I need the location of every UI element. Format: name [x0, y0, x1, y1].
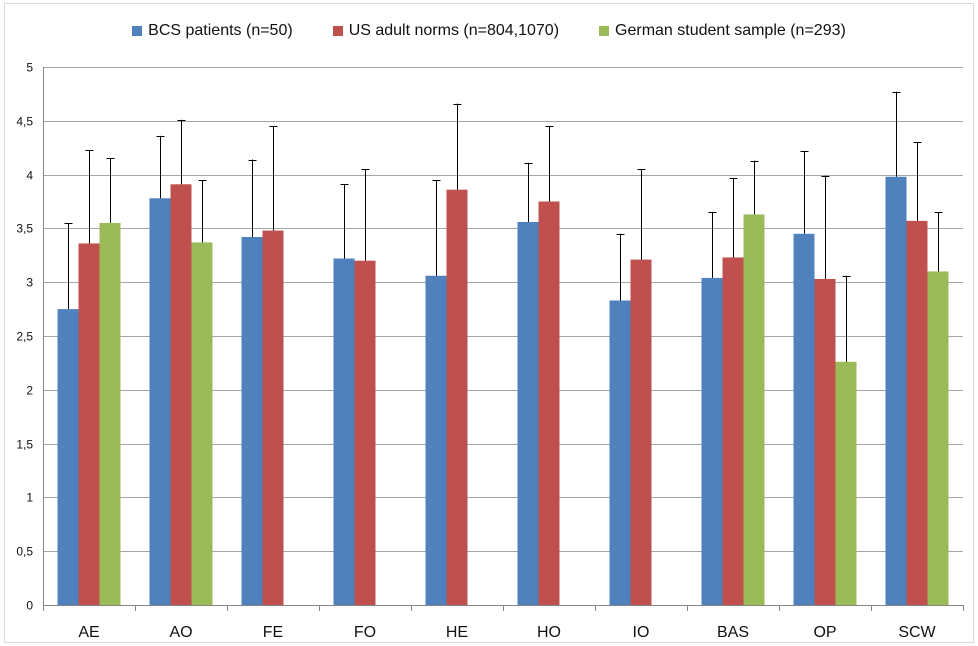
bar-ao-series-1	[170, 184, 192, 605]
legend-item-us: US adult norms (n=804,1070)	[332, 22, 560, 40]
bar-he-series-0	[425, 275, 447, 605]
y-tick-label: 0,5	[16, 545, 33, 559]
y-tick-label: 3,5	[16, 222, 33, 236]
bar-scw-series-0	[885, 176, 907, 605]
x-tick-label: SCW	[898, 624, 936, 641]
x-tick-label: HO	[537, 624, 561, 641]
legend-swatch-bcs	[132, 26, 143, 36]
x-tick-label: AE	[78, 624, 99, 641]
bar-scw-series-2	[927, 271, 949, 605]
bar-fe-series-0	[241, 237, 263, 605]
bar-bas-series-1	[722, 257, 744, 605]
bar-ae-series-0	[57, 309, 79, 605]
bar-bas-series-2	[743, 214, 765, 606]
legend-swatch-german	[599, 26, 610, 36]
chart-border	[4, 3, 974, 643]
legend: BCS patients (n=50) US adult norms (n=80…	[0, 22, 978, 40]
bar-ao-series-0	[149, 198, 171, 605]
bar-ho-series-0	[517, 221, 539, 605]
bar-io-series-0	[609, 300, 631, 605]
legend-label-us: US adult norms (n=804,1070)	[348, 22, 560, 39]
legend-label-german: German student sample (n=293)	[615, 22, 846, 39]
legend-label-bcs: BCS patients (n=50)	[148, 22, 293, 39]
legend-item-german: German student sample (n=293)	[599, 22, 846, 40]
y-tick-label: 1	[26, 491, 33, 505]
bar-op-series-2	[835, 361, 857, 605]
legend-swatch-us	[332, 26, 343, 36]
x-tick-label: IO	[633, 624, 650, 641]
bar-fo-series-1	[354, 260, 376, 605]
bar-ho-series-1	[538, 201, 560, 605]
x-tick-label: OP	[813, 624, 836, 641]
x-tick-label: AO	[169, 624, 192, 641]
bar-op-series-0	[793, 233, 815, 605]
bar-fe-series-1	[262, 230, 284, 605]
legend-item-bcs: BCS patients (n=50)	[132, 22, 293, 40]
bar-ao-series-2	[191, 242, 213, 605]
y-tick-label: 4,5	[16, 115, 33, 129]
y-tick-label: 4	[26, 169, 33, 183]
bar-scw-series-1	[906, 220, 928, 606]
y-tick-label: 2,5	[16, 330, 33, 344]
x-tick-label: FE	[263, 624, 283, 641]
bar-ae-series-1	[78, 243, 100, 606]
y-tick-label: 5	[26, 61, 33, 75]
x-tick-label: BAS	[717, 624, 749, 641]
bar-fo-series-0	[333, 258, 355, 605]
bar-he-series-1	[446, 189, 468, 605]
bar-op-series-1	[814, 278, 836, 605]
bar-bas-series-0	[701, 277, 723, 605]
y-tick-label: 2	[26, 384, 33, 398]
x-tick-label: HE	[446, 624, 468, 641]
y-tick-label: 0	[26, 599, 33, 613]
x-tick-label: FO	[354, 624, 376, 641]
y-tick-label: 3	[26, 276, 33, 290]
y-tick-label: 1,5	[16, 438, 33, 452]
bar-ae-series-2	[99, 223, 121, 605]
bar-io-series-1	[630, 259, 652, 605]
